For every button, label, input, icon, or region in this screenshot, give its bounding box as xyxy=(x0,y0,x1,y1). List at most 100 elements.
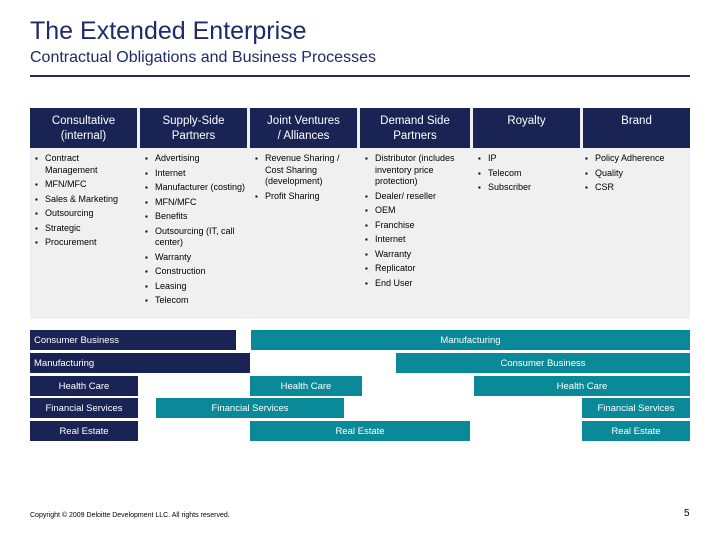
column-header-demand-side: Demand Side Partners xyxy=(360,108,470,148)
bar-health-care-1: Health Care xyxy=(30,376,138,396)
list-item: ▪ Warranty xyxy=(144,252,247,264)
list-item-text: MFN/MFC xyxy=(45,179,87,189)
list-item: ▪ Profit Sharing xyxy=(254,191,356,203)
bullet-icon: ▪ xyxy=(145,154,148,163)
list-item: ▪ Internet xyxy=(364,234,470,246)
list-item-text: Procurement xyxy=(45,237,97,247)
bullet-icon: ▪ xyxy=(365,154,368,163)
list-item: ▪ Policy Adherence xyxy=(584,153,688,165)
bar-manufacturing: Manufacturing xyxy=(251,330,690,350)
bullet-icon: ▪ xyxy=(255,154,258,163)
page-number: 5 xyxy=(684,508,690,519)
bullet-icon: ▪ xyxy=(585,168,588,178)
bullet-icon: ▪ xyxy=(35,223,38,233)
bullet-icon: ▪ xyxy=(145,267,148,276)
bullet-icon: ▪ xyxy=(365,264,368,273)
bar-financial-services-1: Financial Services xyxy=(30,398,138,418)
list-item: ▪ Internet xyxy=(144,168,247,180)
column-brand: ▪ Policy Adherence ▪ Quality ▪ CSR xyxy=(584,148,688,319)
bullet-icon: ▪ xyxy=(478,168,481,178)
list-item: ▪ End User xyxy=(364,278,470,290)
list-item: ▪ Quality xyxy=(584,168,688,180)
bar-real-estate-2: Real Estate xyxy=(250,421,470,441)
list-item-text: Outsourcing xyxy=(45,208,94,218)
list-item: ▪ Telecom xyxy=(144,295,247,307)
bullet-icon: ▪ xyxy=(145,226,148,236)
list-item: ▪ Subscriber xyxy=(477,182,577,194)
bar-consumer-business-2: Consumer Business xyxy=(396,353,690,373)
list-item-text: Dealer/ reseller xyxy=(375,190,437,201)
column-header-supply-side: Supply-Side Partners xyxy=(140,108,247,148)
list-item: ▪ Procurement xyxy=(34,237,134,249)
bar-manufacturing-2: Manufacturing xyxy=(30,353,250,373)
list-item-text: Manufacturer (costing) xyxy=(155,182,246,192)
bullet-icon: ▪ xyxy=(145,197,148,207)
list-item: ▪ Outsourcing (IT, call center) xyxy=(144,226,247,249)
copyright-footer: Copyright © 2009 Deloitte Development LL… xyxy=(30,512,230,519)
list-item: ▪ Revenue Sharing / Cost Sharing (develop… xyxy=(254,153,356,188)
list-item-text: Construction xyxy=(155,266,206,276)
list-item-text: MFN/MFC xyxy=(155,196,197,207)
list-item: ▪ IP xyxy=(477,153,577,165)
bullet-icon: ▪ xyxy=(145,252,148,262)
list-item: ▪ MFN/MFC xyxy=(34,179,134,191)
column-consultative: ▪ Contract Management ▪ MFN/MFC ▪ Sales & Mar… xyxy=(34,148,134,319)
list-item: ▪ Telecom xyxy=(477,168,577,180)
list-item: ▪ MFN/MFC xyxy=(144,197,247,209)
bullet-icon: ▪ xyxy=(365,249,368,259)
bullet-icon: ▪ xyxy=(145,168,148,178)
bullet-icon: ▪ xyxy=(255,191,258,201)
bullet-icon: ▪ xyxy=(365,191,368,201)
bar-real-estate-1: Real Estate xyxy=(30,421,138,441)
obligations-table: Consultative (internal) Supply-Side Part… xyxy=(30,108,690,319)
bar-financial-services-2: Financial Services xyxy=(156,398,344,418)
bar-financial-services-3: Financial Services xyxy=(582,398,690,418)
bullet-icon: ▪ xyxy=(585,154,588,163)
page-subtitle: Contractual Obligations and Business Pro… xyxy=(30,49,376,66)
list-item: ▪ Outsourcing xyxy=(34,208,134,220)
column-supply-side: ▪ Advertising ▪ Internet ▪ Manufacturer (cost… xyxy=(144,148,247,319)
list-item-text: Revenue Sharing / Cost Sharing (developm… xyxy=(265,153,340,186)
list-item-text: Telecom xyxy=(155,295,189,305)
list-item: ▪ Contract Management xyxy=(34,153,134,176)
list-item: ▪ Manufacturer (costing) xyxy=(144,182,247,194)
list-item: ▪ OEM xyxy=(364,205,470,217)
bullet-icon: ▪ xyxy=(365,278,368,288)
list-item: ▪ Sales & Marketing xyxy=(34,194,134,206)
list-item: ▪ Replicator xyxy=(364,263,470,275)
list-item-text: Contract Management xyxy=(45,153,98,175)
bullet-icon: ▪ xyxy=(478,183,481,192)
bullet-icon: ▪ xyxy=(35,238,38,247)
list-item: ▪ Construction xyxy=(144,266,247,278)
list-item: ▪ Benefits xyxy=(144,211,247,223)
list-item-text: End User xyxy=(375,277,413,288)
list-item: ▪ Leasing xyxy=(144,281,247,293)
column-header-brand: Brand xyxy=(583,108,690,148)
bullet-icon: ▪ xyxy=(35,209,38,218)
list-item-text: IP xyxy=(488,153,497,163)
bullet-icon: ▪ xyxy=(365,220,368,230)
list-item-text: Telecom xyxy=(488,167,522,178)
column-demand-side: ▪ Distributor (includes inventory price p… xyxy=(364,148,470,319)
list-item: ▪ Distributor (includes inventory price p… xyxy=(364,153,470,188)
bar-real-estate-3: Real Estate xyxy=(582,421,690,441)
list-item: ▪ Advertising xyxy=(144,153,247,165)
list-item-text: Policy Adherence xyxy=(595,153,665,163)
bullet-icon: ▪ xyxy=(145,296,148,305)
list-item-text: Profit Sharing xyxy=(265,190,320,201)
bullet-icon: ▪ xyxy=(35,194,38,204)
bar-health-care-3: Health Care xyxy=(474,376,690,396)
list-item-text: Advertising xyxy=(155,153,200,163)
list-item-text: Distributor (includes inventory price pr… xyxy=(375,153,455,186)
list-item-text: CSR xyxy=(595,182,615,192)
bullet-icon: ▪ xyxy=(145,183,148,192)
list-item: ▪ Warranty xyxy=(364,249,470,261)
list-item-text: Internet xyxy=(155,167,186,178)
bullet-icon: ▪ xyxy=(35,180,38,189)
bullet-icon: ▪ xyxy=(365,206,368,215)
page-title: The Extended Enterprise xyxy=(30,17,307,45)
list-item: ▪ CSR xyxy=(584,182,688,194)
list-item-text: Strategic xyxy=(45,222,81,233)
list-item-text: Internet xyxy=(375,234,406,244)
list-item: ▪ Franchise xyxy=(364,220,470,232)
